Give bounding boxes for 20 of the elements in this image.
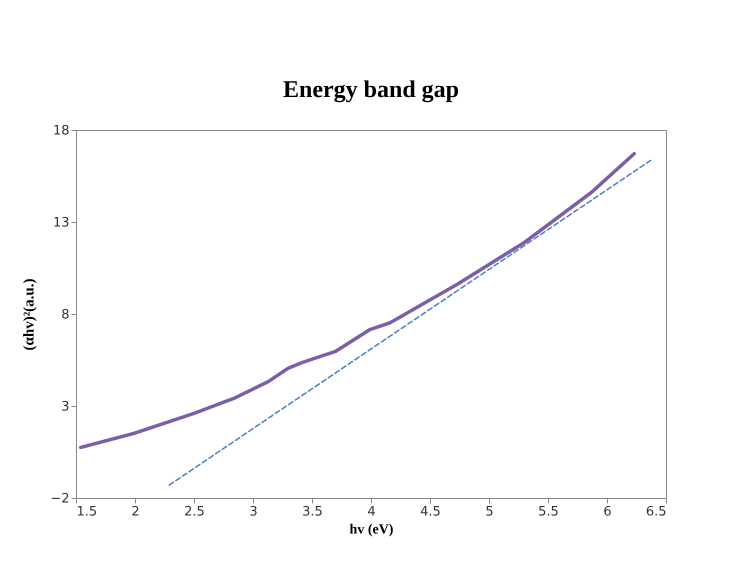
x-tick-label: 6 (603, 504, 612, 520)
x-tick-label: 4 (367, 504, 376, 520)
x-tick-label: 5 (485, 504, 494, 520)
y-tick-label: 13 (52, 216, 70, 230)
chart-title: Energy band gap (282, 77, 460, 103)
x-tick-label: 3 (249, 504, 258, 520)
x-tick-label: 6.5 (646, 504, 666, 520)
y-tick-label: 8 (61, 308, 70, 322)
x-tick-label: 3.5 (302, 504, 323, 520)
x-tick-label: 2 (131, 504, 140, 520)
y-axis-title: (αhv)²(a.u.) (21, 278, 38, 351)
x-tick-label: 5.5 (538, 504, 559, 520)
y-tick-label: 18 (52, 124, 70, 138)
line-series (78, 152, 636, 450)
x-axis-title: hv (eV) (350, 522, 394, 538)
x-tick-label: 4.5 (420, 504, 441, 520)
y-tick-label: 3 (61, 400, 70, 414)
x-tick-label: 1.5 (76, 504, 98, 520)
x-tick-label: 2.5 (184, 504, 205, 520)
y-tick-label: −2 (50, 492, 70, 506)
